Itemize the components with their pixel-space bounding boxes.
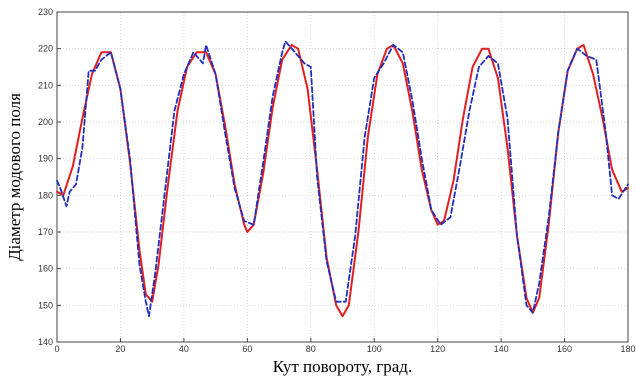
y-tick-label: 150 [38,300,53,310]
y-tick-label: 160 [38,264,53,274]
x-tick-label: 0 [54,344,59,354]
y-tick-label: 220 [38,44,53,54]
x-tick-label: 120 [430,344,445,354]
x-tick-label: 40 [179,344,189,354]
plot-frame [56,11,629,343]
series-line-dashed [56,40,629,318]
x-tick-label: 80 [306,344,316,354]
x-tick-label: 180 [620,344,635,354]
x-tick-label: 160 [557,344,572,354]
y-tick-label: 190 [38,154,53,164]
y-axis: 140 150 160 170 180 190 200 210 220 230 [38,7,61,347]
x-axis: 0 20 40 60 80 100 120 140 160 180 [54,338,636,354]
y-axis-title: Діаметр модового поля [5,93,24,261]
x-tick-label: 60 [242,344,252,354]
y-tick-label: 140 [38,337,53,347]
y-tick-label: 200 [38,117,53,127]
y-tick-label: 180 [38,190,53,200]
series-layer [56,40,629,318]
y-tick-label: 170 [38,227,53,237]
x-tick-label: 140 [494,344,509,354]
x-axis-title: Кут повороту, град. [273,357,412,376]
x-tick-label: 20 [115,344,125,354]
y-tick-label: 230 [38,7,53,17]
y-tick-label: 210 [38,80,53,90]
x-tick-label: 100 [367,344,382,354]
